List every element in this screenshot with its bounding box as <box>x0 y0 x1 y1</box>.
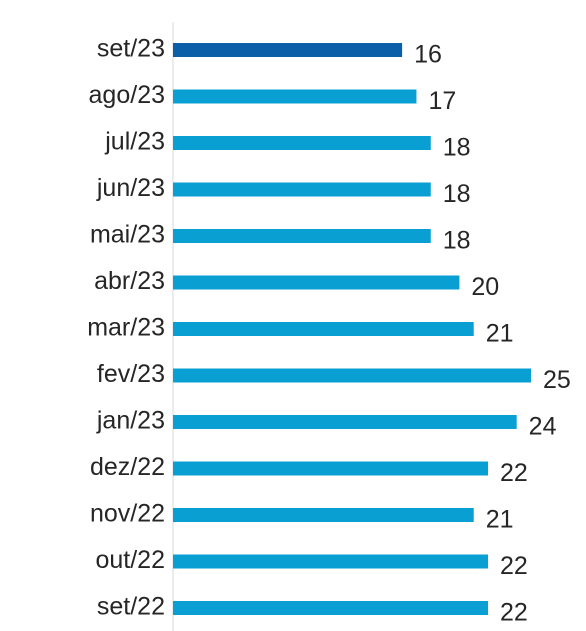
y-tick-label: ago/23 <box>89 81 165 109</box>
data-label: 18 <box>443 180 471 208</box>
data-label: 18 <box>443 134 471 162</box>
bar <box>173 182 431 197</box>
y-tick-label: out/22 <box>95 546 165 574</box>
y-tick-label: fev/23 <box>97 360 165 388</box>
bar <box>173 275 460 290</box>
y-tick-label: jun/23 <box>96 174 165 202</box>
data-label: 22 <box>500 459 528 487</box>
y-tick-label: nov/22 <box>90 500 165 528</box>
bar <box>173 136 431 150</box>
data-label: 21 <box>486 320 514 348</box>
data-label: 24 <box>529 413 557 441</box>
data-label: 21 <box>486 506 514 534</box>
bar <box>173 554 489 569</box>
y-tick-label: set/22 <box>97 593 165 621</box>
bar <box>173 229 431 243</box>
data-label: 18 <box>443 227 471 255</box>
y-tick-label: mar/23 <box>87 314 165 342</box>
y-tick-label: mai/23 <box>90 221 165 249</box>
data-label: 22 <box>500 552 528 580</box>
y-tick-label: jul/23 <box>104 128 165 156</box>
y-tick-label: jan/23 <box>96 407 165 435</box>
data-label: 16 <box>414 41 442 69</box>
y-tick-label: set/23 <box>97 35 165 63</box>
y-tick-label: abr/23 <box>94 267 165 295</box>
bar <box>173 415 517 429</box>
data-label: 20 <box>471 273 499 301</box>
data-label: 22 <box>500 599 528 627</box>
data-label: 17 <box>428 87 456 115</box>
bar <box>173 322 474 336</box>
bar <box>173 89 417 104</box>
bar <box>173 368 531 383</box>
y-tick-label: dez/22 <box>90 453 165 481</box>
bar <box>173 43 403 57</box>
data-label: 25 <box>543 366 571 394</box>
bar <box>173 601 489 615</box>
bar <box>173 461 489 476</box>
bar <box>173 508 474 522</box>
